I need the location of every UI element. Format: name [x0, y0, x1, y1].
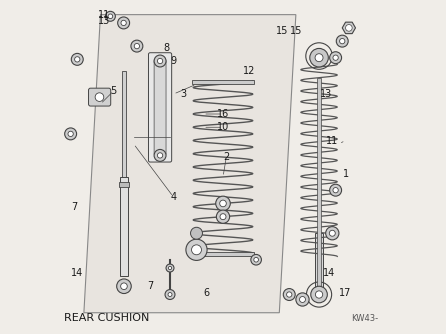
FancyBboxPatch shape	[149, 53, 172, 162]
Circle shape	[300, 297, 306, 303]
Text: 4: 4	[170, 192, 176, 202]
Circle shape	[336, 35, 348, 47]
Text: 13: 13	[98, 16, 110, 26]
Circle shape	[330, 52, 342, 64]
Text: 15: 15	[290, 26, 302, 36]
FancyBboxPatch shape	[154, 60, 166, 155]
Text: 16: 16	[217, 109, 229, 119]
Circle shape	[333, 187, 338, 193]
Circle shape	[131, 40, 143, 52]
Bar	[122, 71, 126, 276]
Circle shape	[346, 25, 352, 31]
Text: 5: 5	[111, 86, 117, 96]
Text: 3: 3	[180, 89, 186, 99]
Circle shape	[74, 57, 80, 62]
Polygon shape	[342, 22, 355, 34]
Circle shape	[254, 258, 258, 262]
Text: 14: 14	[323, 268, 335, 278]
Circle shape	[283, 289, 295, 301]
Circle shape	[186, 239, 207, 261]
Circle shape	[168, 267, 172, 270]
Circle shape	[154, 149, 166, 161]
Circle shape	[190, 227, 202, 239]
Circle shape	[311, 286, 327, 303]
Text: 10: 10	[217, 122, 229, 132]
Circle shape	[134, 43, 140, 49]
Circle shape	[287, 292, 292, 297]
Circle shape	[220, 214, 226, 220]
Circle shape	[216, 196, 230, 211]
Text: 14: 14	[71, 268, 83, 278]
Text: 11: 11	[98, 10, 110, 20]
Text: KW43-: KW43-	[351, 314, 379, 323]
Circle shape	[121, 283, 127, 290]
Circle shape	[95, 93, 104, 102]
Text: REAR CUSHION: REAR CUSHION	[64, 313, 149, 323]
Circle shape	[157, 58, 163, 64]
Bar	[119, 182, 128, 187]
Circle shape	[157, 153, 163, 158]
Circle shape	[220, 200, 226, 207]
Text: 8: 8	[164, 43, 170, 53]
Text: 1: 1	[343, 169, 349, 179]
Text: 7: 7	[147, 281, 153, 291]
Circle shape	[339, 38, 345, 44]
Circle shape	[296, 293, 309, 306]
Circle shape	[191, 245, 202, 255]
Circle shape	[310, 48, 328, 67]
Circle shape	[117, 279, 131, 294]
Text: 6: 6	[203, 288, 210, 298]
Text: 17: 17	[339, 288, 352, 298]
Text: 9: 9	[170, 56, 176, 66]
Circle shape	[68, 131, 73, 137]
Text: 12: 12	[244, 66, 256, 76]
Circle shape	[315, 54, 323, 62]
FancyBboxPatch shape	[88, 88, 111, 106]
Circle shape	[251, 255, 261, 265]
Circle shape	[121, 20, 126, 26]
Circle shape	[105, 11, 116, 21]
Bar	[317, 77, 321, 293]
Bar	[315, 233, 323, 293]
Polygon shape	[84, 15, 296, 313]
Circle shape	[315, 291, 323, 298]
Circle shape	[330, 184, 342, 196]
Circle shape	[118, 17, 130, 29]
Bar	[120, 177, 128, 276]
Circle shape	[165, 290, 175, 300]
Circle shape	[216, 210, 230, 223]
Circle shape	[166, 264, 174, 272]
Text: 15: 15	[277, 26, 289, 36]
Bar	[191, 80, 255, 84]
Circle shape	[71, 53, 83, 65]
Circle shape	[108, 14, 113, 19]
Circle shape	[154, 55, 166, 67]
Text: 11: 11	[326, 136, 339, 146]
Circle shape	[168, 293, 172, 297]
Circle shape	[326, 227, 339, 240]
Circle shape	[65, 128, 77, 140]
Text: 7: 7	[71, 202, 77, 212]
Text: 13: 13	[319, 89, 332, 99]
Circle shape	[329, 230, 335, 236]
Bar	[191, 253, 255, 257]
Circle shape	[333, 55, 338, 60]
Text: 2: 2	[223, 152, 229, 162]
